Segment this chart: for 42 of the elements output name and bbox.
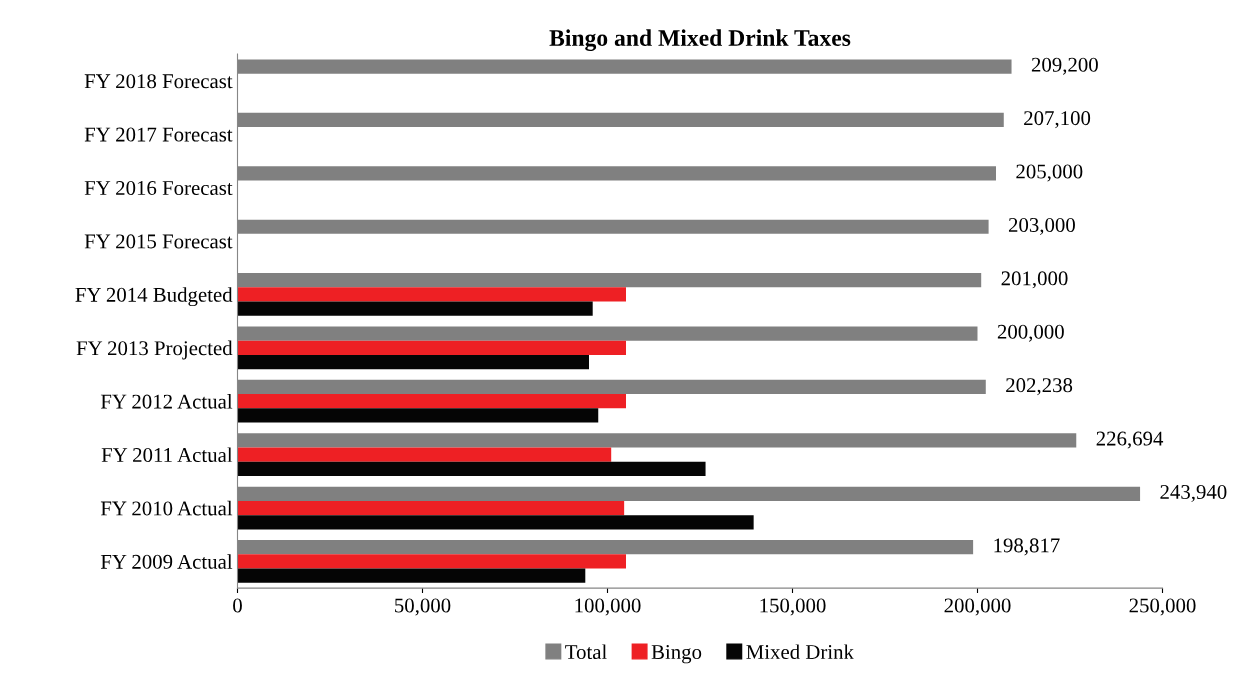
data-label: 209,200 <box>1031 57 1098 75</box>
y-tick-label: FY 2011 Actual <box>101 447 233 463</box>
y-tick-label: FY 2015 Forecast <box>84 234 233 249</box>
x-tick-label: 250,000 <box>1129 598 1196 616</box>
data-label: 200,000 <box>997 324 1064 342</box>
chart-title: Bingo and Mixed Drink Taxes <box>549 29 851 51</box>
y-tick-label: FY 2018 Forecast <box>84 74 233 89</box>
bar <box>237 301 593 316</box>
bar <box>237 554 626 569</box>
legend-label: Bingo <box>651 645 702 664</box>
data-label: 201,000 <box>1001 271 1068 289</box>
legend-label: Total <box>565 644 607 660</box>
bar <box>237 447 612 462</box>
data-label: 203,000 <box>1008 217 1075 235</box>
x-tick-label: 150,000 <box>760 598 826 616</box>
y-tick-label: FY 2016 Forecast <box>84 180 233 196</box>
data-label: 202,238 <box>1006 378 1073 396</box>
data-label: 205,000 <box>1016 164 1083 182</box>
legend-label: Mixed Drink <box>746 644 854 660</box>
bar <box>237 287 626 302</box>
bar <box>237 354 589 370</box>
x-tick-label: 0 <box>233 598 242 613</box>
data-label: 226,694 <box>1096 431 1164 449</box>
data-label: 243,940 <box>1160 484 1227 502</box>
y-tick-label: FY 2014 Budgeted <box>75 287 233 307</box>
bar <box>237 408 599 423</box>
data-label: 207,100 <box>1024 111 1091 129</box>
y-tick-label: FY 2013 Projected <box>76 340 233 360</box>
x-tick-label: 50,000 <box>395 598 451 616</box>
bar <box>237 515 754 530</box>
x-tick-label: 100,000 <box>575 598 641 616</box>
bar <box>237 500 625 516</box>
y-tick-label: FY 2009 Actual <box>100 554 233 569</box>
bar <box>237 340 626 355</box>
x-tick-label: 200,000 <box>944 598 1011 616</box>
bar <box>237 394 626 409</box>
data-label: 198,817 <box>994 538 1060 556</box>
y-tick-label: FY 2010 Actual <box>100 500 233 516</box>
y-tick-label: FY 2017 Forecast <box>84 127 233 142</box>
bar <box>237 461 706 476</box>
y-tick-label: FY 2012 Actual <box>100 393 233 409</box>
bar <box>237 568 586 583</box>
